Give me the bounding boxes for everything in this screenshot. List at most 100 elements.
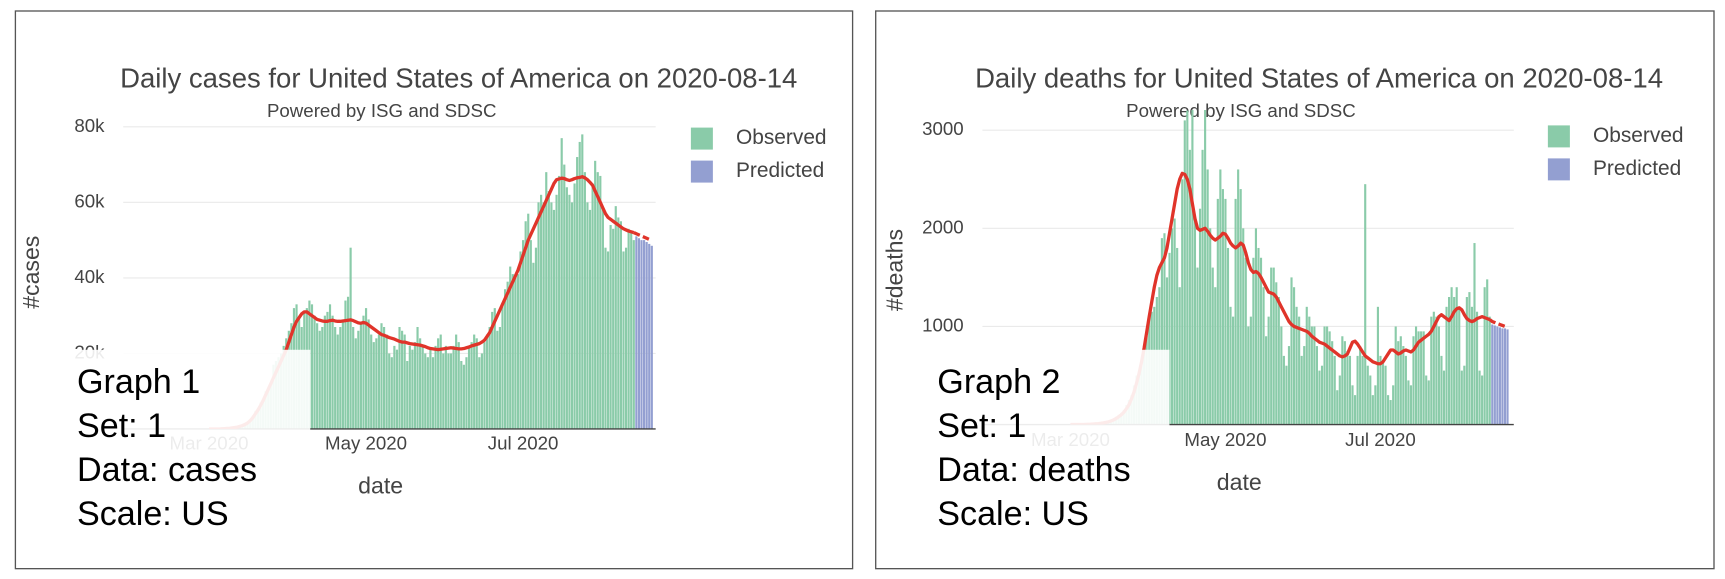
bar: [313, 315, 316, 429]
bar: [1366, 365, 1369, 425]
bar: [506, 281, 509, 429]
bar: [1214, 287, 1217, 425]
x-tick-label: Jul 2020: [1345, 429, 1416, 450]
bar: [1458, 306, 1461, 425]
bar: [1384, 365, 1387, 425]
bar: [377, 334, 381, 429]
bar: [424, 353, 427, 429]
bar: [1290, 277, 1293, 425]
bar: [1389, 400, 1392, 425]
bar: [552, 209, 556, 429]
bar: [1219, 169, 1222, 425]
bar: [1305, 306, 1308, 425]
bar: [1338, 375, 1341, 425]
bar: [1173, 218, 1176, 425]
bar: [1320, 365, 1324, 425]
chart-subtitle: Powered by ISG and SDSC: [1126, 100, 1356, 121]
annotation: Set: 1: [937, 407, 1026, 445]
bar: [622, 251, 625, 429]
bar: [473, 334, 476, 429]
bar: [558, 175, 561, 429]
bar: [581, 134, 584, 429]
bar: [408, 345, 411, 429]
bar: [1455, 287, 1458, 425]
bar: [1387, 395, 1390, 425]
bar: [563, 164, 566, 429]
bar: [1242, 228, 1245, 425]
chart-title: Daily deaths for United States of Americ…: [975, 63, 1663, 94]
bar: [1239, 189, 1242, 425]
bar: [455, 334, 458, 429]
bar: [594, 160, 597, 429]
bar: [1420, 331, 1423, 425]
bar: [630, 232, 633, 429]
bar: [336, 334, 339, 429]
bar: [1323, 326, 1326, 425]
bar: [359, 323, 362, 429]
bar: [540, 194, 543, 429]
annotation-backdrop: [66, 349, 311, 548]
bar: [493, 308, 496, 429]
y-tick-label: 1000: [922, 314, 964, 335]
bar: [1303, 346, 1306, 425]
bar: [1394, 326, 1397, 425]
bar: [619, 221, 622, 429]
bar: [416, 326, 419, 429]
bar: [419, 338, 422, 429]
bar: [483, 342, 486, 429]
bar: [1412, 336, 1415, 425]
y-tick-label: 80k: [74, 115, 105, 136]
bar: [1381, 360, 1385, 425]
bar: [545, 172, 548, 429]
bar: [1181, 179, 1184, 425]
x-tick-label: May 2020: [325, 432, 407, 453]
bar: [1491, 324, 1494, 425]
bar: [403, 334, 406, 429]
bar: [406, 360, 409, 429]
bar: [640, 240, 643, 429]
bar: [1300, 355, 1303, 425]
bar: [1425, 375, 1428, 425]
bar: [606, 251, 610, 429]
legend-swatch: [690, 160, 713, 183]
bar: [1379, 355, 1382, 425]
bar: [1265, 336, 1268, 425]
bar: [542, 202, 545, 429]
bar: [1364, 184, 1367, 425]
bar: [1448, 297, 1451, 425]
chart-title: Daily cases for United States of America…: [120, 63, 797, 94]
bar: [1343, 341, 1346, 425]
bar: [1160, 238, 1163, 425]
bar: [310, 304, 314, 429]
bar: [457, 342, 460, 429]
bar: [1475, 311, 1479, 425]
bar: [1402, 346, 1405, 425]
bar: [364, 308, 368, 429]
bar: [1252, 257, 1255, 425]
bar: [1331, 341, 1334, 425]
bar: [642, 240, 646, 429]
bar: [344, 300, 347, 429]
bar: [326, 311, 329, 429]
bar: [488, 326, 491, 429]
bar: [1506, 329, 1509, 425]
y-tick-label: 60k: [74, 190, 105, 211]
bar: [1328, 331, 1331, 425]
bar: [550, 202, 553, 429]
bar: [1186, 110, 1189, 425]
bar: [1460, 370, 1463, 425]
bar: [1478, 370, 1481, 425]
bar: [460, 360, 463, 429]
legend-label: Predicted: [1593, 157, 1681, 180]
bar: [1417, 331, 1420, 425]
bar: [632, 240, 635, 429]
bar: [573, 183, 576, 429]
bar: [1282, 355, 1285, 425]
bar: [1422, 331, 1425, 425]
bar: [1430, 316, 1433, 425]
bar: [334, 326, 337, 429]
bar: [1414, 326, 1418, 425]
bar: [1432, 311, 1435, 425]
x-axis-title: date: [358, 472, 403, 498]
